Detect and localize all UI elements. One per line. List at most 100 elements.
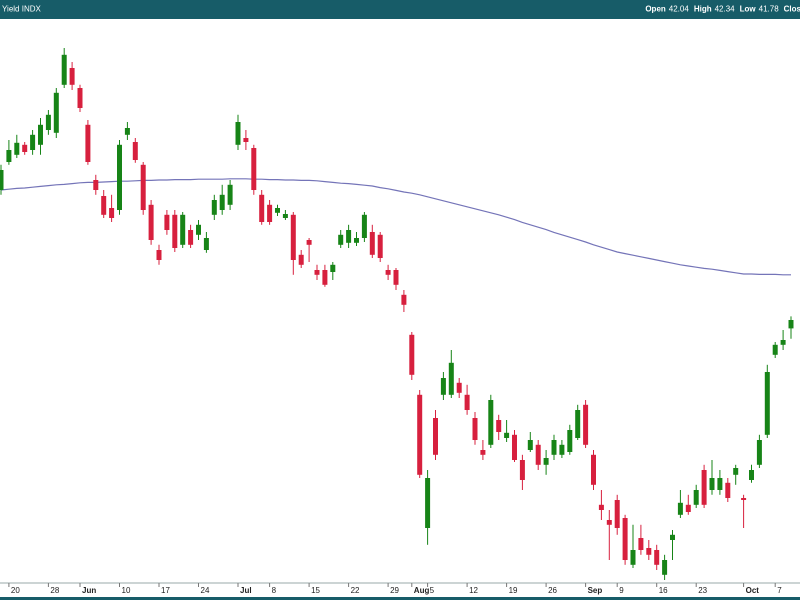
- moving-average-line: [0, 178, 791, 276]
- candle-body: [22, 144, 28, 152]
- quote-value: 42.34: [715, 5, 736, 14]
- candle-body: [709, 478, 715, 490]
- candle: [567, 424, 573, 455]
- candle: [662, 554, 668, 580]
- candle: [630, 524, 636, 568]
- candle-body: [267, 204, 273, 222]
- candle: [409, 332, 415, 380]
- candle: [448, 350, 454, 398]
- candle-body: [338, 234, 344, 245]
- candle: [85, 120, 91, 165]
- candle: [472, 412, 478, 445]
- candle: [203, 232, 209, 253]
- candle-body: [211, 200, 217, 215]
- candle: [417, 390, 423, 478]
- candle-body: [512, 434, 517, 460]
- candle-body: [132, 142, 138, 160]
- candle-body: [417, 394, 423, 475]
- candle-body: [622, 518, 628, 560]
- candle-body: [77, 88, 83, 108]
- candle: [559, 440, 565, 458]
- candle-body: [377, 234, 383, 258]
- quote: Open 42.04 High 42.34 Low 41.78 Clos: [645, 5, 800, 14]
- candle: [598, 490, 604, 520]
- candle: [172, 210, 178, 252]
- candle: [30, 130, 36, 155]
- candle: [61, 48, 67, 88]
- candle: [393, 268, 399, 290]
- quote-value: 42.04: [669, 5, 690, 14]
- candle-body: [693, 490, 699, 505]
- candle-body: [662, 560, 668, 575]
- candle-body: [0, 170, 4, 190]
- candle-body: [614, 500, 620, 528]
- candle: [741, 494, 747, 528]
- x-tick-label: 10: [122, 586, 131, 595]
- candle: [322, 264, 328, 287]
- candle-body: [235, 122, 241, 145]
- candle-body: [433, 418, 438, 455]
- candle: [654, 544, 660, 570]
- candle: [780, 330, 786, 350]
- candle: [583, 400, 589, 448]
- candle: [354, 232, 359, 246]
- x-tick-label: 24: [201, 586, 210, 595]
- candle-body: [148, 204, 154, 240]
- candle: [314, 264, 320, 280]
- x-tick-label: Jul: [240, 586, 252, 595]
- candle-body: [583, 404, 589, 445]
- candle-body: [440, 378, 446, 395]
- candle-body: [630, 550, 636, 565]
- candle: [749, 464, 754, 483]
- candle-body: [472, 418, 478, 440]
- candle-body: [385, 270, 391, 275]
- candle-body: [488, 400, 494, 445]
- candle: [124, 122, 130, 140]
- candle-body: [535, 444, 541, 465]
- candle-body: [749, 470, 754, 480]
- candle: [606, 510, 612, 560]
- candle: [290, 212, 296, 275]
- candle: [725, 478, 731, 502]
- candle-body: [480, 450, 486, 455]
- x-tick-label: 28: [50, 586, 59, 595]
- candle: [219, 184, 225, 215]
- candle-body: [733, 468, 739, 475]
- candle-body: [219, 194, 225, 210]
- x-tick-label: Jun: [82, 586, 96, 595]
- candle: [535, 440, 541, 470]
- candle: [275, 204, 280, 216]
- candle-body: [567, 430, 573, 452]
- chart-title: Yield INDX: [2, 5, 41, 14]
- candle-body: [69, 68, 75, 85]
- x-tick-label: 8: [272, 586, 277, 595]
- candle: [433, 410, 438, 460]
- candle: [638, 524, 644, 555]
- candle-body: [425, 478, 431, 528]
- candle: [519, 454, 525, 490]
- candle-body: [243, 138, 249, 142]
- x-tick-label: 15: [311, 586, 320, 595]
- candle: [45, 110, 51, 135]
- candle: [425, 470, 431, 545]
- candle: [646, 540, 652, 560]
- candle: [235, 114, 241, 150]
- candle: [772, 342, 778, 358]
- candle-body: [306, 240, 312, 245]
- candle-body: [101, 196, 107, 215]
- candle: [69, 62, 75, 90]
- candle: [38, 118, 43, 155]
- candle: [385, 264, 391, 280]
- candle: [14, 134, 20, 158]
- x-tick-label: 26: [548, 586, 557, 595]
- candle: [156, 244, 162, 265]
- candle-body: [741, 498, 747, 500]
- candle: [93, 174, 99, 195]
- x-tick-label: 22: [351, 586, 360, 595]
- quote-value: 41.78: [759, 5, 780, 14]
- candle-body: [543, 458, 549, 465]
- candle-body: [93, 180, 99, 190]
- candle: [148, 200, 154, 245]
- candle: [575, 404, 581, 440]
